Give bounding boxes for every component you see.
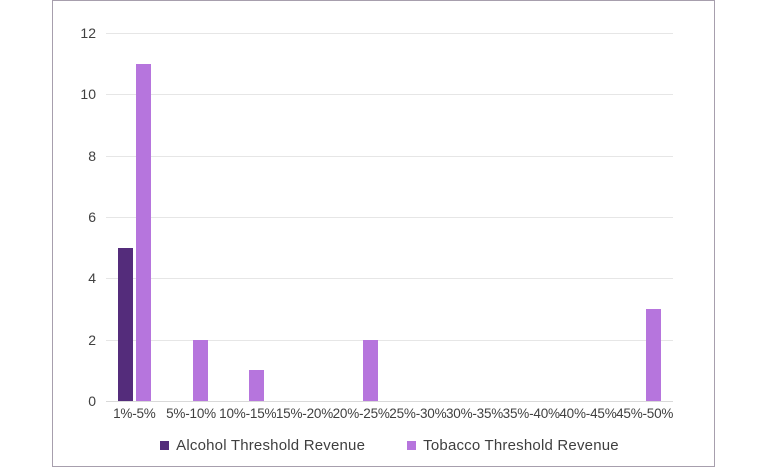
y-axis: 0 2 4 6 8 10 12 bbox=[0, 0, 96, 471]
x-tick-label-35%-40%: 35%-40% bbox=[502, 406, 560, 421]
gridline-4 bbox=[106, 278, 673, 280]
bar-tobacco-1%-5% bbox=[135, 63, 151, 401]
y-tick-label-2: 2 bbox=[88, 331, 96, 348]
x-tick-label-25%-30%: 25%-30% bbox=[389, 406, 447, 421]
bar-tobacco-20%-25% bbox=[362, 339, 378, 401]
y-tick-label-6: 6 bbox=[88, 209, 96, 225]
bar-tobacco-10%-15% bbox=[249, 370, 265, 401]
chart-frame bbox=[52, 0, 715, 467]
legend-item-alcohol: Alcohol Threshold Revenue bbox=[160, 437, 365, 454]
y-tick-label-4: 4 bbox=[88, 270, 96, 287]
tobacco-legend-label: Tobacco Threshold Revenue bbox=[423, 436, 619, 454]
x-tick-label-30%-35%: 30%-35% bbox=[445, 406, 504, 421]
y-tick-label-8: 8 bbox=[88, 147, 96, 164]
gridline-6 bbox=[106, 217, 673, 218]
x-tick-label-5%-10%: 5%-10% bbox=[166, 406, 216, 421]
x-tick-label-45%-50%: 45%-50% bbox=[616, 406, 674, 421]
legend-item-tobacco: Tobacco Threshold Revenue bbox=[407, 437, 619, 454]
plot-area bbox=[106, 33, 673, 402]
alcohol-legend-swatch-icon bbox=[160, 440, 170, 450]
x-tick-label-20%-25%: 20%-25% bbox=[332, 406, 390, 421]
bar-tobacco-5%-10% bbox=[192, 339, 208, 401]
y-tick-label-12: 12 bbox=[80, 25, 96, 41]
y-tick-label-10: 10 bbox=[80, 86, 96, 103]
x-axis: 1%-5% 5%-10% 10%-15% 15%-20% 20%-25% 25%-30% 3… bbox=[106, 405, 673, 425]
alcohol-legend-label: Alcohol Threshold Revenue bbox=[176, 436, 366, 454]
y-tick-label-0: 0 bbox=[88, 393, 96, 409]
x-tick-label-10%-15%: 10%-15% bbox=[219, 406, 277, 421]
gridline-8 bbox=[106, 155, 673, 157]
gridline-12 bbox=[106, 33, 673, 34]
bar-tobacco-45%-50% bbox=[646, 309, 662, 401]
bar-alcohol-1%-5% bbox=[117, 247, 133, 401]
x-tick-label-15%-20%: 15%-20% bbox=[275, 406, 334, 421]
tobacco-legend-swatch-icon bbox=[407, 440, 417, 450]
legend: Alcohol Threshold Revenue Tobacco Thresh… bbox=[106, 436, 673, 454]
gridline-0 bbox=[106, 401, 673, 402]
gridline-10 bbox=[106, 94, 673, 96]
gridline-2 bbox=[106, 339, 673, 341]
x-tick-label-40%-45%: 40%-45% bbox=[559, 406, 617, 421]
x-tick-label-1%-5%: 1%-5% bbox=[113, 406, 156, 421]
